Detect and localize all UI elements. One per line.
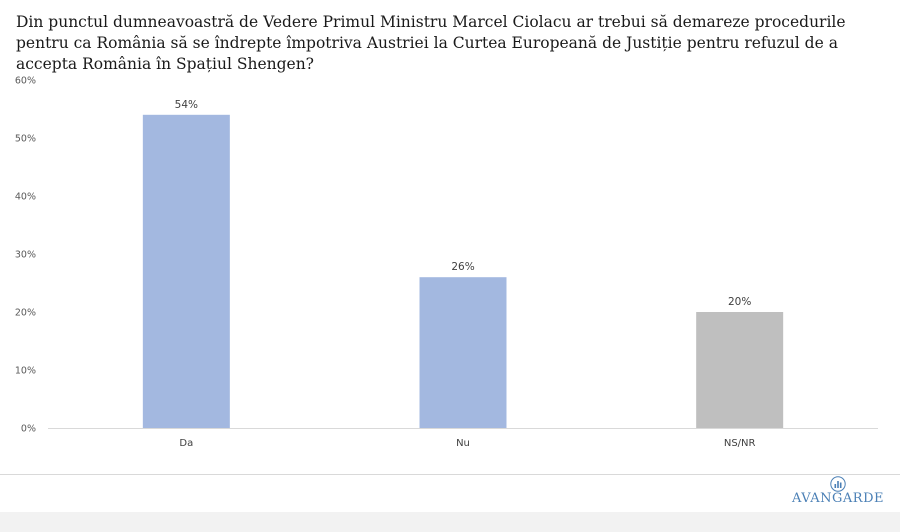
data-label: 20% [728, 296, 751, 308]
y-tick-label: 30% [15, 250, 36, 261]
bar [142, 114, 230, 429]
bar-chart: 0% 10% 20% 30% 40% 50% 60% 54% Da 26% Nu 20% NS/NR [15, 76, 878, 449]
x-tick-label: NS/NR [724, 438, 756, 449]
data-label: 54% [175, 99, 198, 111]
bar [419, 277, 507, 428]
y-tick-label: 60% [15, 76, 36, 87]
y-tick-label: 20% [15, 308, 36, 319]
data-label: 26% [451, 261, 474, 273]
y-tick-label: 0% [21, 424, 36, 435]
bar-chart-icon [830, 476, 846, 492]
x-tick-label: Nu [456, 438, 470, 449]
bar [696, 312, 784, 428]
footer-band [0, 512, 900, 532]
y-tick-label: 40% [15, 192, 36, 203]
logo-text: AVANGARDE [792, 491, 884, 506]
y-tick-label: 10% [15, 366, 36, 377]
x-tick-label: Da [179, 438, 193, 449]
y-tick-label: 50% [15, 134, 36, 145]
avangarde-logo: AVANGARDE [786, 476, 890, 510]
chart-title: Din punctul dumneavoastră de Vedere Prim… [16, 13, 846, 73]
footer-divider [0, 474, 900, 475]
